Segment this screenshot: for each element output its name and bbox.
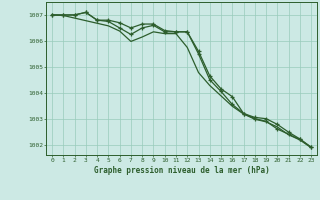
X-axis label: Graphe pression niveau de la mer (hPa): Graphe pression niveau de la mer (hPa) xyxy=(94,166,269,175)
